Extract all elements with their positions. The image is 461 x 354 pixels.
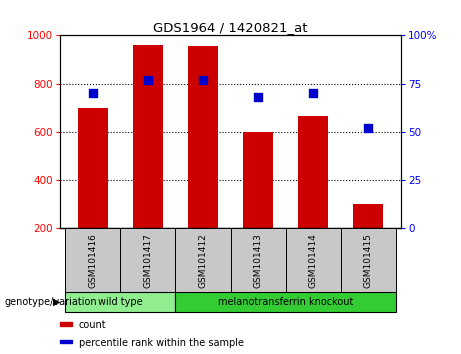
Point	[309, 90, 317, 96]
Bar	[133, 45, 163, 228]
Bar	[176, 228, 230, 292]
Bar	[243, 132, 273, 228]
Point	[254, 94, 262, 100]
Bar	[65, 228, 120, 292]
Text: count: count	[79, 320, 106, 330]
Bar	[341, 228, 396, 292]
Bar	[188, 46, 218, 228]
Bar	[298, 116, 328, 228]
Bar	[353, 204, 383, 228]
Bar	[176, 292, 396, 312]
Text: ▶: ▶	[53, 297, 60, 307]
Text: GSM101413: GSM101413	[254, 233, 262, 288]
Bar	[65, 292, 176, 312]
Text: percentile rank within the sample: percentile rank within the sample	[79, 338, 244, 348]
Text: GSM101417: GSM101417	[143, 233, 153, 288]
Bar	[60, 322, 72, 326]
Text: GSM101412: GSM101412	[199, 233, 207, 288]
Text: wild type: wild type	[98, 297, 143, 307]
Title: GDS1964 / 1420821_at: GDS1964 / 1420821_at	[153, 21, 308, 34]
Text: GSM101416: GSM101416	[89, 233, 97, 288]
Bar	[285, 228, 341, 292]
Bar	[78, 108, 108, 228]
Text: GSM101415: GSM101415	[364, 233, 372, 288]
Bar	[120, 228, 176, 292]
Bar	[60, 340, 72, 343]
Point	[144, 77, 152, 82]
Text: melanotransferrin knockout: melanotransferrin knockout	[218, 297, 353, 307]
Text: GSM101414: GSM101414	[308, 233, 318, 288]
Point	[364, 125, 372, 131]
Point	[89, 90, 97, 96]
Point	[199, 77, 207, 82]
Bar	[230, 228, 285, 292]
Text: genotype/variation: genotype/variation	[5, 297, 97, 307]
